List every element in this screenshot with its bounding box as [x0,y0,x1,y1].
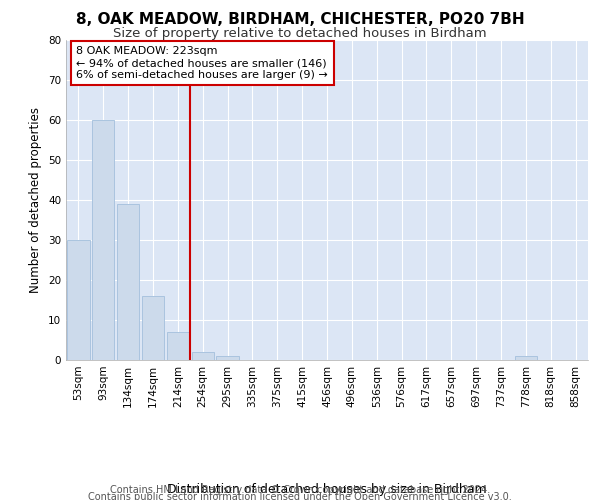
Bar [142,296,164,360]
Text: Contains HM Land Registry data © Crown copyright and database right 2024.: Contains HM Land Registry data © Crown c… [110,485,490,495]
Text: Size of property relative to detached houses in Birdham: Size of property relative to detached ho… [113,28,487,40]
Bar [117,204,139,360]
X-axis label: Distribution of detached houses by size in Birdham: Distribution of detached houses by size … [167,484,487,496]
Y-axis label: Number of detached properties: Number of detached properties [29,107,43,293]
Bar [67,240,89,360]
Text: Contains public sector information licensed under the Open Government Licence v3: Contains public sector information licen… [88,492,512,500]
Bar [191,352,214,360]
Bar [167,332,189,360]
Bar [217,356,239,360]
Bar [515,356,537,360]
Text: 8, OAK MEADOW, BIRDHAM, CHICHESTER, PO20 7BH: 8, OAK MEADOW, BIRDHAM, CHICHESTER, PO20… [76,12,524,28]
Bar [92,120,115,360]
Text: 8 OAK MEADOW: 223sqm
← 94% of detached houses are smaller (146)
6% of semi-detac: 8 OAK MEADOW: 223sqm ← 94% of detached h… [76,46,328,80]
